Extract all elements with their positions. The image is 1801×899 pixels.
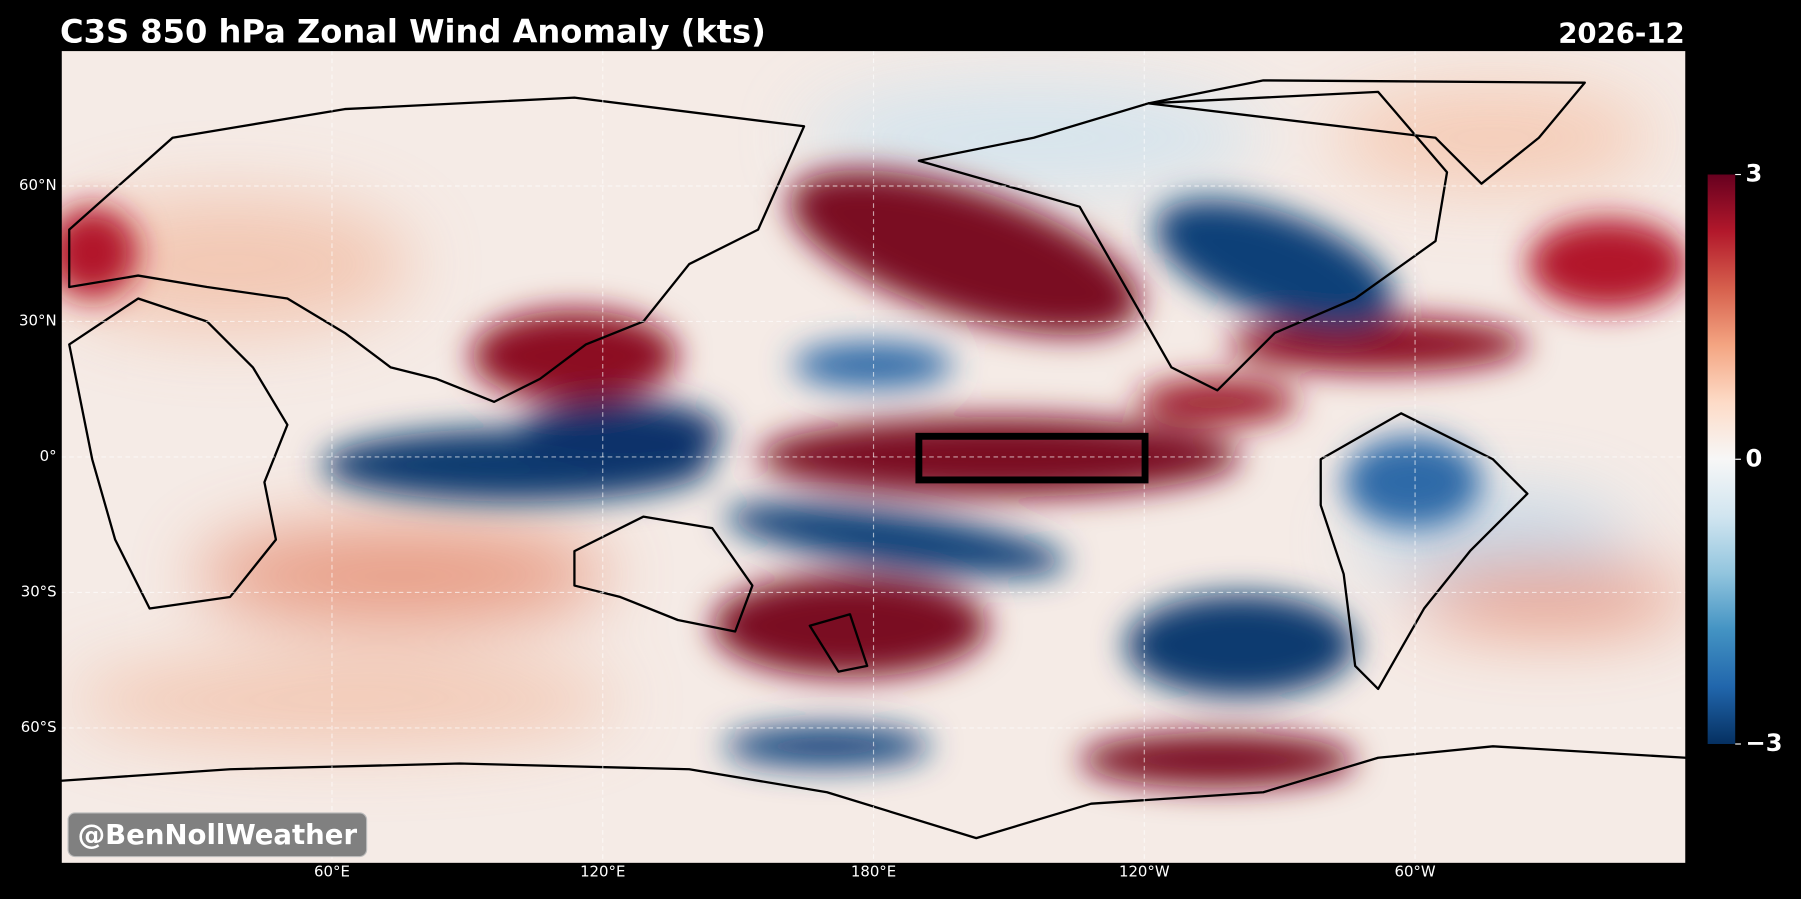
nino34-box — [915, 432, 1149, 484]
x-tick-label: 180°E — [851, 863, 896, 881]
watermark-box — [67, 812, 368, 858]
colorbar-tick-label: −3 — [1746, 729, 1783, 757]
y-tick-label: 60°N — [19, 176, 57, 194]
colorbar-tick-label: 0 — [1746, 444, 1763, 472]
x-tick-label: 60°W — [1394, 863, 1435, 881]
y-tick-label: 30°S — [21, 582, 57, 600]
x-tick-label: 60°E — [314, 863, 350, 881]
y-tick-label: 0° — [40, 447, 57, 465]
y-tick-label: 60°S — [21, 718, 57, 736]
date: 2026-12 — [1558, 17, 1684, 49]
x-tick-label: 120°E — [580, 863, 625, 881]
title: C3S 850 hPa Zonal Wind Anomaly (kts) — [60, 12, 766, 50]
colorbar — [1707, 174, 1736, 744]
coastlines — [61, 79, 1686, 840]
x-tick-label: 120°W — [1119, 863, 1170, 881]
y-tick-label: 30°N — [19, 311, 57, 329]
colorbar-tick-label: 3 — [1746, 160, 1763, 188]
map-frame — [60, 49, 1687, 864]
anomaly-field — [61, 50, 1686, 864]
watermark: @BenNollWeather — [78, 819, 358, 851]
